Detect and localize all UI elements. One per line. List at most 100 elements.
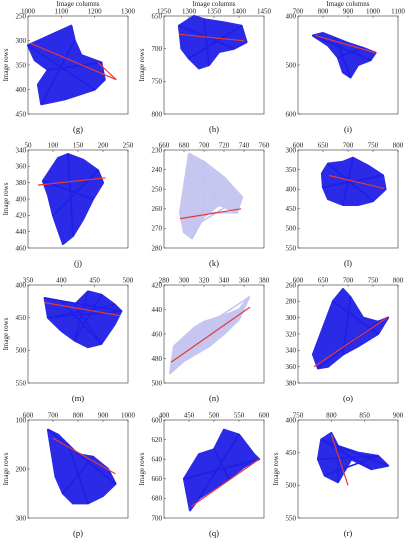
region-branch bbox=[334, 37, 352, 79]
region-branch bbox=[60, 300, 103, 345]
x-tick-label: 50 bbox=[25, 142, 33, 150]
panel-label: (n) bbox=[209, 393, 219, 403]
x-tick-label: 1300 bbox=[182, 8, 197, 16]
y-tick-label: 400 bbox=[286, 416, 297, 424]
y-tick-label: 400 bbox=[16, 86, 27, 94]
x-tick-label: 700 bbox=[293, 8, 304, 16]
x-tick-label: 600 bbox=[23, 412, 34, 420]
panel-label: (o) bbox=[343, 393, 353, 403]
fit-line bbox=[330, 434, 349, 486]
y-tick-label: 280 bbox=[152, 244, 163, 252]
x-tick-label: 500 bbox=[209, 412, 220, 420]
y-tick-label: 420 bbox=[16, 212, 27, 220]
region-branch bbox=[183, 196, 243, 234]
y-tick-label: 440 bbox=[16, 228, 27, 236]
x-tick-label: 800 bbox=[318, 8, 329, 16]
axes-frame bbox=[297, 419, 399, 519]
region-branch bbox=[317, 320, 379, 370]
x-tick-label: 150 bbox=[73, 142, 84, 150]
x-tick-label: 800 bbox=[393, 142, 404, 150]
region-branch bbox=[47, 303, 116, 319]
y-tick-label: 500 bbox=[16, 347, 27, 355]
panel-label: (i) bbox=[344, 124, 352, 134]
x-tick-label: 1350 bbox=[207, 8, 222, 16]
x-tick-label: 750 bbox=[293, 412, 304, 420]
plot-panel: 600 650 700 750 800 260 280 300 320 340 360 380 (o) bbox=[286, 277, 404, 404]
region-branch bbox=[169, 308, 240, 375]
fit-line bbox=[313, 317, 388, 368]
y-tick-label: 700 bbox=[152, 514, 163, 522]
x-tick-label: 350 bbox=[23, 277, 34, 285]
x-tick-label: 550 bbox=[234, 412, 245, 420]
segmented-region bbox=[178, 152, 244, 240]
x-tick-label: 400 bbox=[159, 412, 170, 420]
axes-frame bbox=[163, 149, 265, 249]
region-branch bbox=[213, 448, 230, 480]
y-tick-label: 700 bbox=[152, 45, 163, 53]
plot-panel: 750 800 850 900 400 450 500 550 Image rows (r) bbox=[272, 412, 404, 539]
x-tick-label: 1000 bbox=[121, 412, 136, 420]
y-tick-label: 400 bbox=[16, 281, 27, 289]
y-tick-label: 680 bbox=[152, 495, 163, 503]
panel-label: (q) bbox=[209, 528, 219, 538]
y-tick-label: 460 bbox=[16, 244, 27, 252]
x-tick-label: 750 bbox=[368, 277, 379, 285]
region-branch bbox=[183, 458, 260, 480]
x-tick-label: 600 bbox=[293, 142, 304, 150]
region-branch bbox=[47, 310, 123, 319]
fit-line bbox=[179, 208, 242, 220]
y-tick-label: 600 bbox=[286, 110, 297, 118]
x-tick-label: 1450 bbox=[257, 8, 272, 16]
y-tick-label: 450 bbox=[16, 314, 27, 322]
region-branch bbox=[203, 320, 225, 335]
y-tick-label: 650 bbox=[152, 12, 163, 20]
plot-panel: 280 300 320 340 360 380 420 440 460 480 500 (n) bbox=[152, 277, 270, 404]
x-tick-label: 600 bbox=[259, 412, 270, 420]
y-axis-title: Image rows bbox=[272, 452, 280, 485]
y-tick-label: 100 bbox=[16, 416, 27, 424]
panel-label: (h) bbox=[209, 124, 219, 134]
y-tick-label: 250 bbox=[16, 12, 27, 20]
x-tick-label: 450 bbox=[184, 412, 195, 420]
region-branch bbox=[320, 438, 389, 467]
y-tick-label: 800 bbox=[152, 110, 163, 118]
fit-line bbox=[315, 35, 376, 54]
y-tick-label: 400 bbox=[16, 195, 27, 203]
x-tick-label: 200 bbox=[98, 142, 109, 150]
x-tick-label: 650 bbox=[318, 142, 329, 150]
fit-line bbox=[44, 302, 121, 317]
y-tick-label: 400 bbox=[286, 12, 297, 20]
region-branch bbox=[320, 438, 373, 470]
y-axis-title: Image rows bbox=[2, 317, 10, 350]
x-axis-title: Image columns bbox=[57, 0, 100, 8]
x-tick-label: 380 bbox=[259, 277, 270, 285]
y-tick-label: 600 bbox=[152, 416, 163, 424]
region-branch bbox=[173, 296, 250, 348]
x-tick-label: 700 bbox=[343, 277, 354, 285]
y-tick-label: 300 bbox=[16, 514, 27, 522]
x-tick-label: 1300 bbox=[121, 8, 136, 16]
y-tick-label: 420 bbox=[152, 281, 163, 289]
region-branch bbox=[337, 47, 364, 59]
region-branch bbox=[62, 455, 94, 495]
x-tick-label: 850 bbox=[359, 412, 370, 420]
fit-line bbox=[178, 33, 245, 42]
x-tick-label: 1400 bbox=[232, 8, 247, 16]
y-tick-label: 450 bbox=[16, 110, 27, 118]
y-tick-label: 360 bbox=[286, 363, 297, 371]
y-tick-label: 500 bbox=[286, 482, 297, 490]
y-tick-label: 550 bbox=[16, 379, 27, 387]
plot-panel: 400 450 500 550 600 600 620 640 660 680 700 Image r… bbox=[138, 412, 270, 539]
y-tick-label: 250 bbox=[152, 186, 163, 194]
y-tick-label: 360 bbox=[16, 163, 27, 171]
x-tick-label: 700 bbox=[48, 412, 59, 420]
panel-label: (p) bbox=[73, 528, 83, 538]
x-tick-label: 600 bbox=[293, 277, 304, 285]
y-tick-label: 300 bbox=[16, 37, 27, 45]
x-tick-label: 400 bbox=[56, 277, 67, 285]
x-tick-label: 1100 bbox=[391, 8, 405, 16]
x-tick-label: 800 bbox=[73, 412, 84, 420]
fit-line bbox=[191, 458, 260, 507]
